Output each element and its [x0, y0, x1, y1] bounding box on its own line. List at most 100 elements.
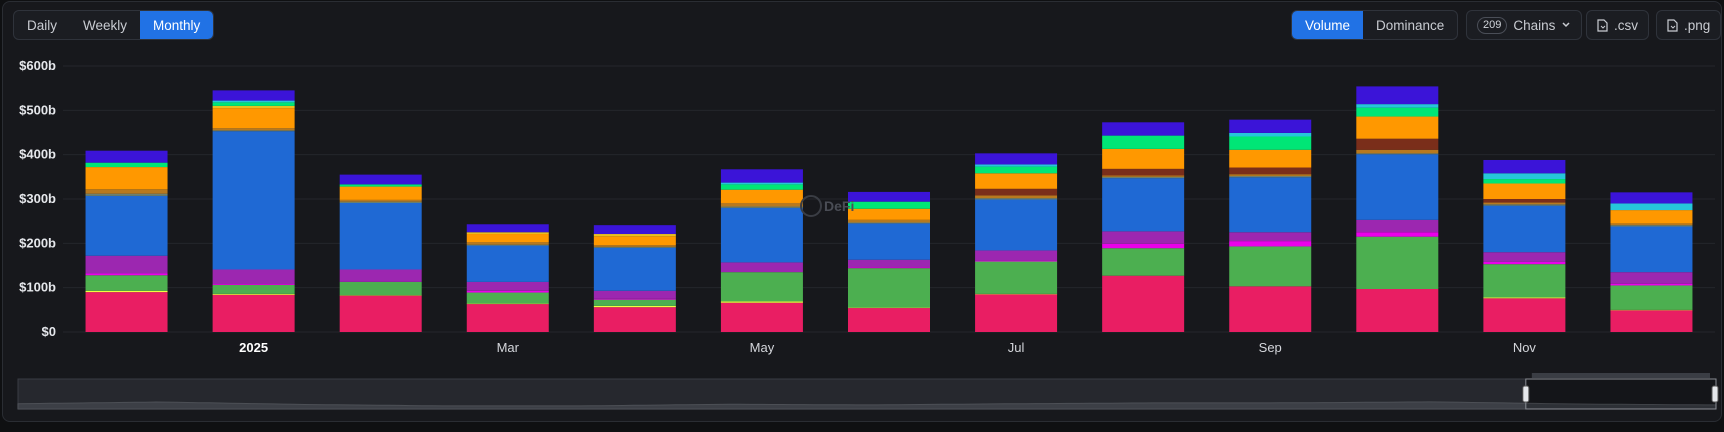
bar-segment — [85, 273, 168, 276]
bar-segment — [466, 234, 549, 243]
bar-segment — [593, 305, 676, 308]
bar-segment — [1356, 154, 1439, 220]
bar-segment — [1229, 177, 1312, 233]
bar-segment — [466, 244, 549, 246]
tab-dominance[interactable]: Dominance — [1376, 17, 1445, 33]
bar-segment — [975, 250, 1058, 261]
bar-segment — [593, 246, 676, 248]
bar-stack[interactable] — [848, 191, 930, 332]
bar-segment — [593, 245, 676, 247]
x-tick-label: May — [750, 340, 775, 355]
y-tick-label: $300b — [19, 191, 56, 206]
brush-resize-handle[interactable] — [1711, 385, 1719, 403]
x-tick-label: Sep — [1259, 340, 1282, 355]
bar-segment — [1483, 261, 1566, 265]
bar-segment — [593, 290, 676, 299]
bar-segment — [593, 298, 676, 300]
x-tick-label: Jul — [1008, 340, 1025, 355]
bar-segment — [975, 153, 1058, 165]
png-download-button[interactable]: .png — [1656, 10, 1722, 40]
bar-segment — [1229, 149, 1312, 168]
bar-segment — [720, 262, 803, 273]
bar-segment — [975, 198, 1058, 200]
bar-segment — [1229, 175, 1312, 178]
bar-segment — [339, 201, 422, 203]
bar-segment — [720, 169, 803, 183]
bar-segment — [720, 207, 803, 263]
bar-segment — [1102, 248, 1185, 276]
bar-segment — [1610, 223, 1693, 226]
bar-segment — [1610, 210, 1693, 224]
bar-segment — [1229, 241, 1312, 247]
bar-segment — [975, 261, 1058, 294]
bar-segment — [212, 102, 295, 106]
bar-segment — [975, 195, 1058, 199]
bar-segment — [593, 307, 676, 332]
brush-resize-handle[interactable] — [1522, 385, 1530, 403]
bar-stack[interactable] — [1483, 159, 1566, 332]
bar-segment — [466, 290, 549, 293]
bar-stack[interactable] — [593, 225, 676, 332]
bar-segment — [848, 222, 930, 224]
bar-segment — [1356, 153, 1439, 155]
bar-segment — [1483, 202, 1566, 205]
bar-stack[interactable] — [1229, 119, 1312, 332]
bar-stack[interactable] — [212, 90, 295, 332]
tab-daily[interactable]: Daily — [27, 17, 58, 33]
bar-segment — [848, 201, 930, 209]
bar-stack[interactable] — [1102, 122, 1185, 332]
bar-segment — [1483, 205, 1566, 253]
bar-segment — [975, 164, 1058, 167]
bar-segment — [1610, 192, 1693, 204]
bar-segment — [466, 232, 549, 235]
bar-segment — [212, 269, 295, 285]
brush-move-handle[interactable] — [1531, 373, 1710, 378]
tab-monthly[interactable]: Monthly — [140, 11, 214, 39]
bar-segment — [975, 199, 1058, 251]
watermark: DeFi — [800, 195, 854, 217]
bar-segment — [593, 299, 676, 306]
bar-segment — [339, 174, 422, 185]
bar-stack[interactable] — [1610, 192, 1693, 332]
bar-segment — [1356, 116, 1439, 139]
bar-stack[interactable] — [1356, 86, 1439, 332]
bar-stack[interactable] — [339, 174, 422, 332]
bar-segment — [593, 236, 676, 246]
file-icon — [1597, 18, 1608, 32]
bar-segment — [85, 162, 168, 168]
x-axis: 2025 Mar May Jul Sep Nov — [239, 340, 1536, 355]
bar-segment — [848, 223, 930, 260]
bar-stack[interactable] — [85, 150, 168, 332]
bar-segment — [339, 269, 422, 282]
range-brush — [17, 373, 1719, 410]
bar-stack[interactable] — [975, 153, 1058, 332]
bar-segment — [720, 206, 803, 208]
csv-download-button[interactable]: .csv — [1586, 10, 1650, 40]
bar-segment — [339, 202, 422, 270]
bar-segment — [212, 131, 295, 270]
bar-segment — [1102, 148, 1185, 169]
chevron-down-icon — [1562, 22, 1570, 28]
chains-dropdown[interactable]: 209 Chains — [1466, 10, 1583, 40]
bar-segment — [85, 150, 168, 163]
bar-segment — [720, 272, 803, 302]
bar-segment — [85, 292, 168, 332]
tab-weekly[interactable]: Weekly — [83, 17, 128, 33]
bar-segment — [466, 304, 549, 332]
bar-segment — [1356, 288, 1439, 332]
brush-selection[interactable] — [1525, 378, 1717, 410]
bar-segment — [339, 295, 422, 332]
bar-stack[interactable] — [466, 224, 549, 332]
bar-segment — [466, 245, 549, 282]
bar-segment — [1356, 236, 1439, 289]
bar-segment — [593, 247, 676, 291]
bar-segment — [1102, 243, 1185, 249]
tab-volume[interactable]: Volume — [1292, 11, 1364, 39]
bar-stack[interactable] — [720, 169, 803, 332]
bar-segment — [1102, 122, 1185, 136]
bar-segment — [1356, 232, 1439, 237]
csv-label: .csv — [1614, 17, 1639, 33]
bar-segment — [212, 284, 295, 286]
stacked-bar-chart: $0 $100b $200b $300b $400b $500b $600b 2025 Mar… — [17, 58, 1719, 410]
bar-segment — [1102, 275, 1185, 332]
